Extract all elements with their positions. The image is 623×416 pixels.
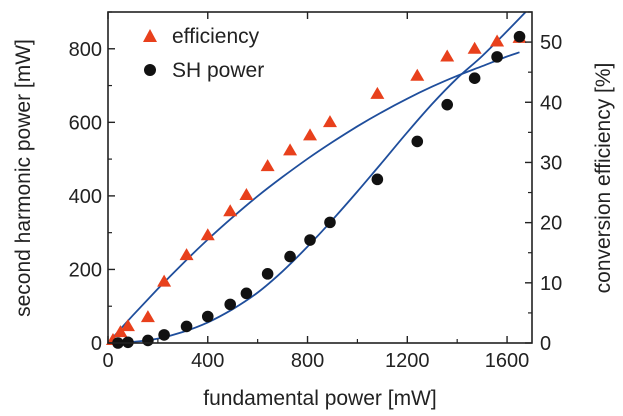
y-tick-label-right: 40 (540, 92, 562, 114)
plot-frame (107, 11, 533, 344)
fit-line-efficiency (108, 51, 520, 343)
y-tick-label-right: 0 (540, 333, 551, 355)
y-tick-label-left: 600 (69, 112, 102, 134)
legend-sh-power-label: SH power (172, 59, 264, 82)
point-efficiency (260, 159, 275, 172)
point-efficiency (467, 41, 482, 54)
point-efficiency (140, 310, 155, 323)
point-sh-power (371, 173, 384, 186)
point-efficiency (370, 86, 385, 99)
legend: efficiency SH power (143, 25, 264, 82)
y-tick-label-right: 20 (540, 213, 562, 235)
y-tick-label-left: 800 (69, 39, 102, 61)
y-tick-label-left: 0 (91, 333, 102, 355)
point-sh-power (180, 320, 193, 333)
point-efficiency (223, 204, 238, 217)
x-tick-label: 1200 (385, 350, 430, 372)
point-efficiency (157, 274, 172, 287)
point-sh-power (324, 216, 336, 229)
point-efficiency (179, 248, 194, 261)
point-efficiency (283, 143, 298, 156)
x-axis-title: fundamental power [mW] (203, 387, 436, 410)
y-axis-title-left: second harmonic power [mW] (12, 39, 35, 317)
point-efficiency (239, 187, 254, 200)
point-efficiency (490, 34, 505, 47)
data-marks (105, 30, 527, 349)
x-tick-label: 1600 (485, 350, 530, 372)
axis-ticks: 0 400 800 1200 1600 0 200 400 600 800 0 10 20 30 40 50 (69, 11, 562, 372)
point-sh-power (224, 298, 237, 311)
legend-sh-power-marker (144, 64, 156, 76)
x-tick-label: 0 (102, 350, 113, 372)
point-efficiency (322, 115, 337, 128)
x-tick-label: 400 (191, 350, 224, 372)
y-tick-label-right: 10 (540, 273, 562, 295)
x-tick-label: 800 (291, 350, 324, 372)
point-sh-power (240, 287, 253, 300)
point-sh-power (261, 268, 274, 280)
legend-efficiency-label: efficiency (172, 25, 260, 48)
point-efficiency (120, 319, 135, 332)
point-efficiency (200, 228, 215, 241)
point-sh-power (201, 310, 214, 323)
point-efficiency (440, 49, 455, 62)
y-tick-label-left: 400 (69, 186, 102, 208)
point-sh-power (411, 135, 424, 148)
point-sh-power (304, 234, 316, 246)
y-axis-title-right: conversion efficiency [%] (592, 63, 615, 294)
point-sh-power (158, 329, 170, 341)
point-sh-power (513, 30, 526, 43)
fit-lines (108, 12, 527, 343)
point-efficiency (410, 68, 425, 81)
point-sh-power (142, 334, 154, 347)
y-tick-label-left: 200 (69, 259, 102, 281)
point-sh-power (441, 98, 454, 111)
fit-line-sh-power (108, 12, 527, 343)
point-efficiency (303, 128, 318, 141)
point-sh-power (468, 72, 481, 84)
point-sh-power (491, 51, 503, 63)
y-tick-label-right: 50 (540, 32, 562, 54)
legend-efficiency-marker (143, 29, 157, 42)
point-efficiency (113, 325, 128, 338)
point-sh-power (284, 250, 296, 263)
y-tick-label-right: 30 (540, 152, 562, 174)
